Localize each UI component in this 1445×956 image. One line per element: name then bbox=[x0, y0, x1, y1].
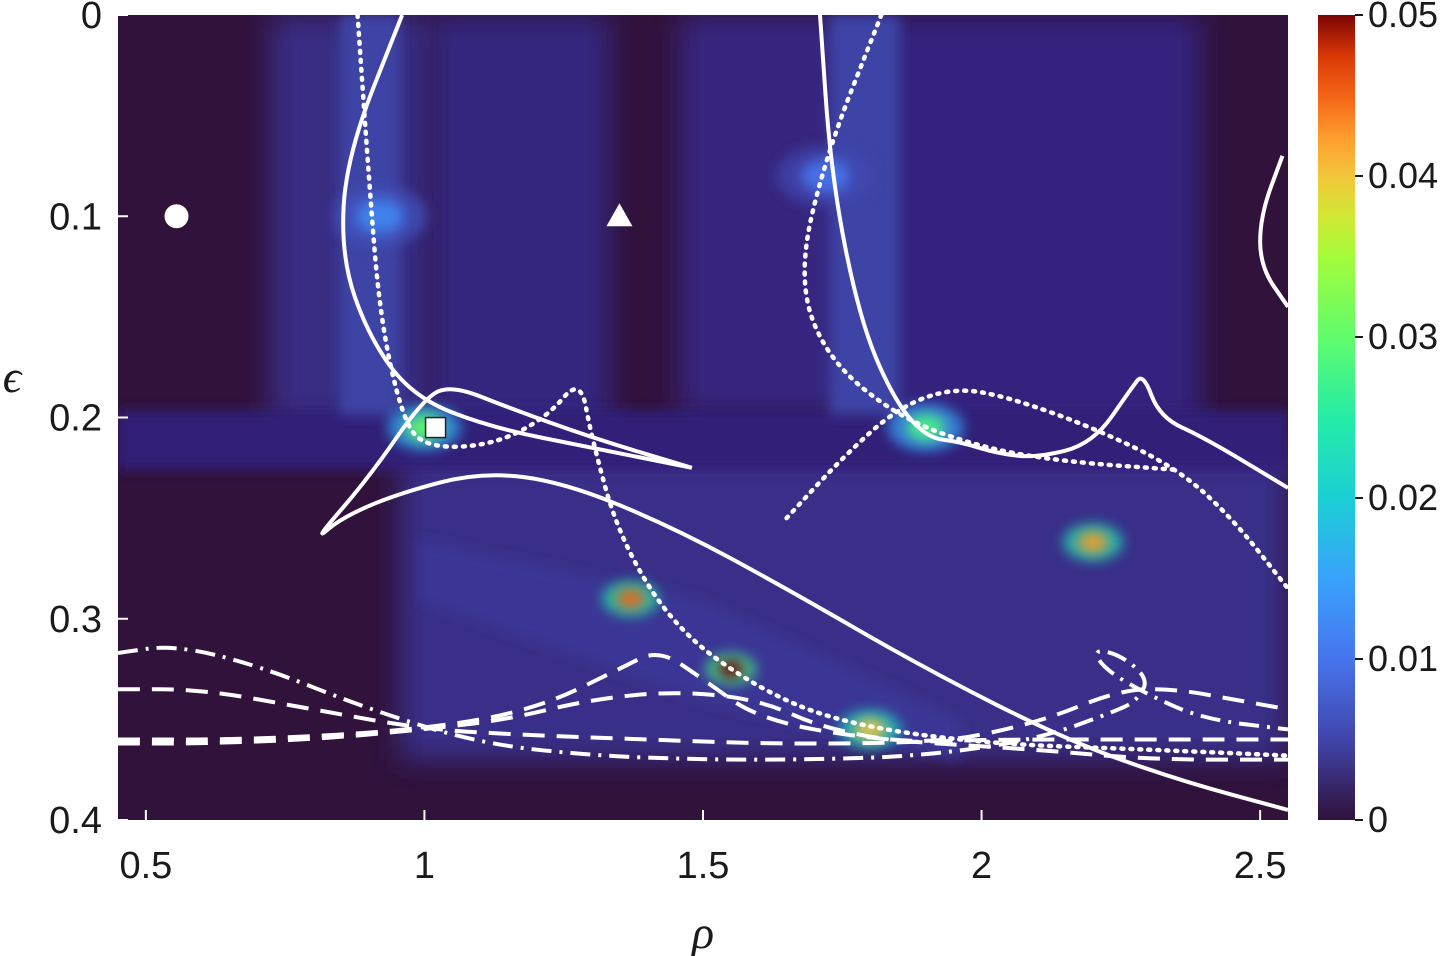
colorbar-tick-label: 0.05 bbox=[1368, 0, 1438, 35]
hotspot-core bbox=[356, 199, 404, 233]
colorbar-ticks: 0 0.01 0.02 0.03 0.04 0.05 bbox=[1355, 0, 1438, 840]
marker-triangle bbox=[606, 203, 633, 227]
curve-dashed bbox=[118, 652, 1288, 762]
y-tick-label: 0.3 bbox=[49, 599, 102, 641]
y-tick-label: 0.4 bbox=[49, 800, 102, 842]
colorbar-tick-label: 0.02 bbox=[1368, 477, 1438, 518]
curve-dashdot bbox=[118, 645, 1288, 762]
field-diagonal bbox=[420, 540, 960, 760]
colorbar-tick-label: 0.01 bbox=[1368, 638, 1438, 679]
hotspot-core bbox=[1077, 531, 1109, 553]
colorbar: 0 0.01 0.02 0.03 0.04 0.05 bbox=[1318, 0, 1438, 840]
x-axis-label: ρ bbox=[690, 907, 714, 956]
heatmap-field bbox=[118, 15, 1288, 760]
field-strip-band bbox=[118, 410, 1288, 470]
x-tick-label: 2 bbox=[971, 845, 992, 887]
y-axis-ticks: 0 0.1 0.2 0.3 0.4 bbox=[49, 0, 128, 842]
y-tick-label: 0 bbox=[81, 0, 102, 37]
hotspot-core bbox=[616, 588, 645, 609]
field-ridge-right bbox=[830, 15, 900, 415]
y-axis-label: ϵ bbox=[3, 351, 24, 402]
colorbar-tick-label: 0.04 bbox=[1368, 155, 1438, 196]
plot-area bbox=[118, 15, 1288, 820]
field-band-right bbox=[880, 15, 1200, 435]
x-tick-label: 2.5 bbox=[1234, 845, 1287, 887]
curve-dashed bbox=[118, 687, 1288, 746]
colorbar-tick-label: 0 bbox=[1368, 799, 1388, 840]
y-tick-label: 0.1 bbox=[49, 196, 102, 238]
curve-dotted bbox=[784, 388, 1288, 591]
marker-circle bbox=[164, 204, 189, 229]
curve-solid bbox=[818, 15, 1288, 490]
marker-square bbox=[424, 416, 447, 439]
curve-solid bbox=[341, 15, 693, 470]
hotspot bbox=[776, 145, 875, 207]
curve-dotted bbox=[802, 15, 1179, 473]
x-tick-label: 1.5 bbox=[677, 845, 730, 887]
curve-dotted bbox=[355, 15, 1288, 758]
hotspot bbox=[602, 580, 660, 617]
hotspot bbox=[332, 186, 428, 246]
marker-layer bbox=[164, 203, 633, 439]
x-tick-label: 0.5 bbox=[119, 845, 172, 887]
colorbar-gradient bbox=[1318, 15, 1355, 820]
curve-layer bbox=[118, 15, 1288, 812]
curve-dashed bbox=[118, 687, 1288, 746]
hotspot bbox=[1062, 523, 1124, 562]
field-band-mid bbox=[430, 15, 610, 455]
colorbar-tick-label: 0.03 bbox=[1368, 316, 1438, 357]
x-axis-ticks: 0.5 1 1.5 2 2.5 bbox=[119, 810, 1287, 887]
curve-solid bbox=[320, 387, 1288, 812]
curve-solid bbox=[1258, 155, 1288, 308]
x-tick-label: 1 bbox=[414, 845, 435, 887]
y-tick-label: 0.2 bbox=[49, 398, 102, 440]
hotspot-core bbox=[801, 159, 850, 193]
